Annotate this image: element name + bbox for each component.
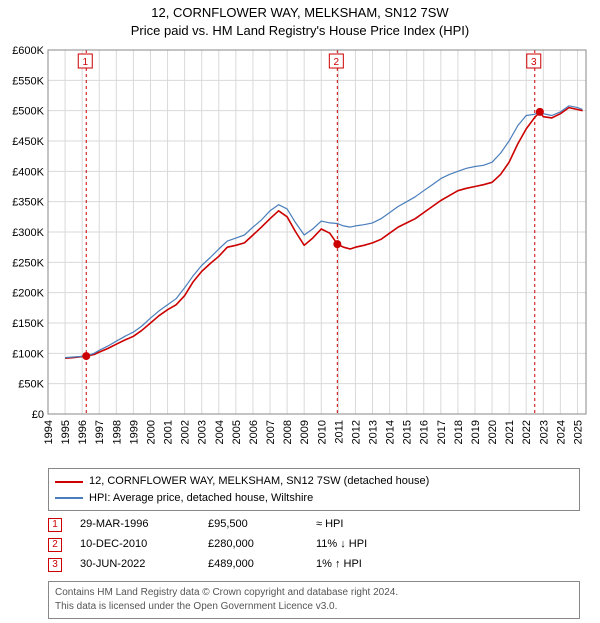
legend-label-property: 12, CORNFLOWER WAY, MELKSHAM, SN12 7SW (…: [89, 473, 429, 490]
event-date-3: 30-JUN-2022: [80, 555, 190, 575]
svg-text:£150K: £150K: [12, 318, 44, 330]
svg-text:£400K: £400K: [12, 167, 44, 179]
svg-text:£200K: £200K: [12, 288, 44, 300]
svg-text:2007: 2007: [265, 420, 277, 444]
svg-text:2010: 2010: [316, 420, 328, 444]
svg-text:£550K: £550K: [12, 76, 44, 88]
svg-text:2022: 2022: [521, 420, 533, 444]
svg-text:2000: 2000: [145, 420, 157, 444]
event-price-1: £95,500: [208, 515, 298, 535]
event-row-3: 3 30-JUN-2022 £489,000 1% ↑ HPI: [48, 555, 580, 575]
chart-area: £0 £50K £100K £150K £200K £250K £300K £350K £400…: [0, 42, 600, 462]
legend-item-property: 12, CORNFLOWER WAY, MELKSHAM, SN12 7SW (…: [55, 473, 573, 490]
svg-text:2016: 2016: [419, 420, 431, 444]
svg-text:2015: 2015: [402, 420, 414, 444]
svg-text:2018: 2018: [453, 420, 465, 444]
svg-text:2020: 2020: [487, 420, 499, 444]
svg-text:1997: 1997: [94, 420, 106, 444]
title-block: 12, CORNFLOWER WAY, MELKSHAM, SN12 7SW P…: [0, 0, 600, 42]
title-address: 12, CORNFLOWER WAY, MELKSHAM, SN12 7SW: [0, 4, 600, 22]
svg-text:£600K: £600K: [12, 45, 44, 57]
title-subtitle: Price paid vs. HM Land Registry's House …: [0, 22, 600, 40]
svg-text:£100K: £100K: [12, 349, 44, 361]
event-price-3: £489,000: [208, 555, 298, 575]
event-marker-1: 1: [48, 518, 62, 532]
legend-swatch-hpi: [55, 497, 83, 499]
svg-text:1994: 1994: [43, 420, 55, 444]
legend-label-hpi: HPI: Average price, detached house, Wilt…: [89, 490, 313, 507]
svg-text:2012: 2012: [350, 420, 362, 444]
footer-line-1: Contains HM Land Registry data © Crown c…: [55, 586, 573, 600]
svg-text:1998: 1998: [111, 420, 123, 444]
event-date-2: 10-DEC-2010: [80, 535, 190, 555]
svg-text:£500K: £500K: [12, 106, 44, 118]
svg-text:2011: 2011: [333, 420, 345, 444]
event-marker-2: 2: [48, 538, 62, 552]
svg-text:2025: 2025: [572, 420, 584, 444]
footer-line-2: This data is licensed under the Open Gov…: [55, 600, 573, 614]
svg-text:2013: 2013: [368, 420, 380, 444]
chart-container: 12, CORNFLOWER WAY, MELKSHAM, SN12 7SW P…: [0, 0, 600, 619]
svg-text:2001: 2001: [163, 420, 175, 444]
svg-text:1996: 1996: [77, 420, 89, 444]
legend: 12, CORNFLOWER WAY, MELKSHAM, SN12 7SW (…: [48, 468, 580, 511]
svg-text:2017: 2017: [436, 420, 448, 444]
svg-text:2019: 2019: [470, 420, 482, 444]
svg-text:3: 3: [531, 57, 537, 68]
legend-item-hpi: HPI: Average price, detached house, Wilt…: [55, 490, 573, 507]
svg-text:2024: 2024: [555, 420, 567, 444]
svg-text:2004: 2004: [214, 420, 226, 444]
svg-text:2006: 2006: [248, 420, 260, 444]
svg-text:2: 2: [334, 57, 340, 68]
svg-text:£350K: £350K: [12, 197, 44, 209]
svg-text:£450K: £450K: [12, 136, 44, 148]
legend-swatch-property: [55, 481, 83, 483]
event-price-2: £280,000: [208, 535, 298, 555]
chart-svg: £0 £50K £100K £150K £200K £250K £300K £350K £400…: [0, 42, 600, 462]
svg-text:£0: £0: [32, 409, 44, 421]
svg-text:2021: 2021: [504, 420, 516, 444]
svg-text:1: 1: [82, 57, 88, 68]
svg-text:2005: 2005: [231, 420, 243, 444]
svg-text:1999: 1999: [128, 420, 140, 444]
event-row-2: 2 10-DEC-2010 £280,000 11% ↓ HPI: [48, 535, 580, 555]
svg-text:2003: 2003: [197, 420, 209, 444]
event-row-1: 1 29-MAR-1996 £95,500 ≈ HPI: [48, 515, 580, 535]
event-hpi-1: ≈ HPI: [316, 515, 416, 535]
event-marker-3: 3: [48, 558, 62, 572]
events-table: 1 29-MAR-1996 £95,500 ≈ HPI 2 10-DEC-201…: [48, 515, 580, 574]
svg-text:£50K: £50K: [18, 379, 44, 391]
svg-text:2008: 2008: [282, 420, 294, 444]
event-date-1: 29-MAR-1996: [80, 515, 190, 535]
footer-attribution: Contains HM Land Registry data © Crown c…: [48, 581, 580, 619]
svg-text:2002: 2002: [180, 420, 192, 444]
event-hpi-3: 1% ↑ HPI: [316, 555, 416, 575]
svg-text:2023: 2023: [538, 420, 550, 444]
event-hpi-2: 11% ↓ HPI: [316, 535, 416, 555]
svg-text:1995: 1995: [60, 420, 72, 444]
svg-text:£250K: £250K: [12, 258, 44, 270]
svg-text:£300K: £300K: [12, 227, 44, 239]
svg-text:2009: 2009: [299, 420, 311, 444]
svg-text:2014: 2014: [385, 420, 397, 444]
